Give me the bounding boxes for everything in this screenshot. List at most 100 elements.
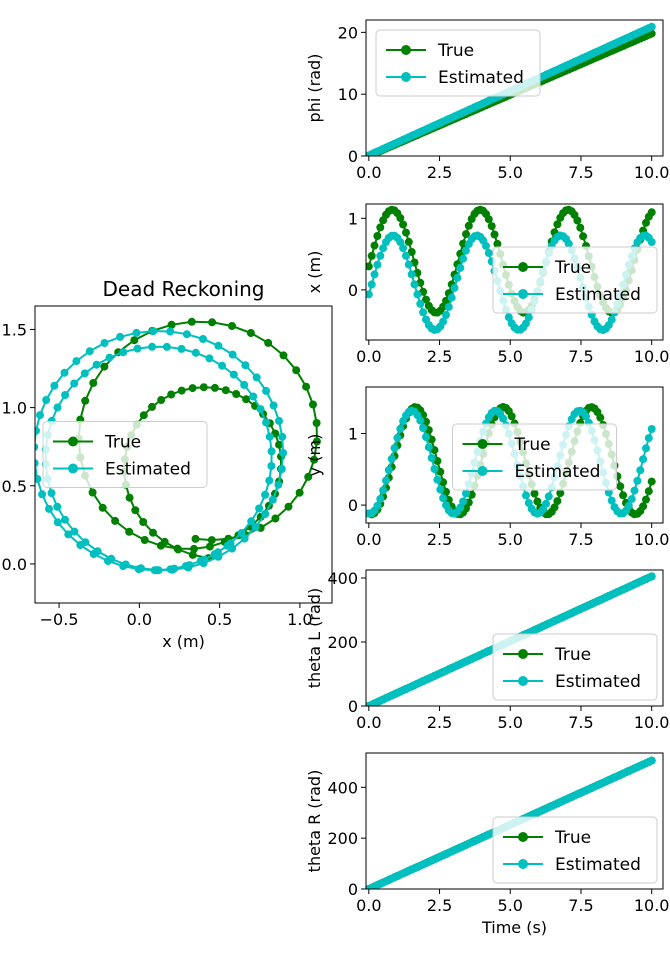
y-tick-label: 1 bbox=[348, 425, 358, 444]
data-point bbox=[312, 419, 321, 427]
x-tick-label: 10.0 bbox=[634, 347, 670, 366]
data-point bbox=[564, 239, 573, 248]
x-tick-label: 0.0 bbox=[356, 530, 381, 549]
data-point bbox=[422, 433, 430, 441]
data-point bbox=[177, 344, 186, 353]
y-tick-label: 0.0 bbox=[2, 555, 27, 574]
y-axis-label: y (m) bbox=[305, 434, 324, 477]
data-point bbox=[633, 476, 642, 485]
data-point bbox=[464, 221, 473, 230]
y-tick-label: 1 bbox=[348, 209, 358, 228]
data-point bbox=[88, 488, 97, 497]
legend-marker bbox=[518, 676, 528, 686]
data-point bbox=[624, 501, 633, 510]
data-point bbox=[133, 344, 142, 353]
axes-frame bbox=[365, 569, 664, 707]
y-axis-label: theta L (rad) bbox=[305, 588, 324, 688]
data-point bbox=[89, 550, 98, 558]
x-tick-label: 7.5 bbox=[568, 530, 593, 549]
x-tick-label: 5.0 bbox=[498, 713, 523, 732]
data-point bbox=[61, 515, 69, 524]
data-point bbox=[312, 437, 321, 446]
y-tick-label: 1.5 bbox=[2, 320, 27, 339]
data-point bbox=[407, 248, 416, 256]
legend: True Estimated bbox=[42, 421, 208, 488]
data-point bbox=[453, 273, 462, 282]
data-point bbox=[174, 545, 183, 554]
data-point bbox=[188, 384, 197, 393]
legend-marker bbox=[68, 436, 78, 447]
data-point bbox=[100, 362, 109, 371]
x-axis-label: x (m) bbox=[162, 632, 205, 651]
data-point bbox=[35, 426, 40, 435]
data-point bbox=[553, 220, 562, 229]
data-point bbox=[430, 465, 439, 473]
legend: True Estimated bbox=[375, 29, 541, 97]
data-point bbox=[396, 238, 405, 247]
x-tick-label: 0.0 bbox=[356, 347, 381, 366]
series-line-1 bbox=[35, 330, 285, 572]
x-axis-label: Time (s) bbox=[481, 918, 547, 937]
data-point bbox=[35, 443, 39, 451]
data-point bbox=[38, 490, 47, 499]
data-point bbox=[310, 455, 319, 464]
x-tick-label: 0.0 bbox=[127, 610, 152, 629]
data-point bbox=[533, 497, 542, 506]
data-point bbox=[177, 386, 186, 395]
data-point bbox=[190, 544, 198, 553]
data-point bbox=[419, 308, 428, 317]
data-point bbox=[182, 330, 191, 339]
data-point bbox=[196, 557, 205, 566]
data-point bbox=[119, 562, 128, 571]
y-tick-label: 200 bbox=[327, 829, 358, 848]
data-point bbox=[442, 311, 450, 319]
data-point bbox=[484, 249, 493, 257]
data-point bbox=[379, 244, 388, 253]
data-point bbox=[579, 232, 588, 241]
x-tick-label: 2.5 bbox=[427, 713, 452, 732]
data-point bbox=[459, 497, 468, 506]
data-point bbox=[271, 514, 280, 523]
legend-box bbox=[452, 423, 617, 491]
x-tick-label: 7.5 bbox=[568, 713, 593, 732]
y-tick-label: 0 bbox=[348, 281, 358, 300]
legend-box bbox=[42, 421, 208, 488]
data-point bbox=[459, 254, 468, 263]
data-point bbox=[607, 496, 616, 505]
legend: True Estimated bbox=[492, 246, 658, 314]
data-point bbox=[36, 411, 44, 420]
data-point bbox=[542, 499, 550, 508]
data-point bbox=[490, 230, 499, 239]
data-point bbox=[81, 396, 90, 405]
data-point bbox=[456, 503, 465, 512]
data-point bbox=[148, 342, 157, 351]
y-tick-label: 0 bbox=[348, 147, 358, 166]
y-tick-label: 0.5 bbox=[2, 477, 27, 496]
legend-marker bbox=[518, 832, 528, 842]
data-point bbox=[131, 506, 140, 515]
data-point bbox=[370, 270, 379, 279]
data-point bbox=[199, 383, 208, 392]
x-tick-label: 10.0 bbox=[634, 530, 670, 549]
data-point bbox=[267, 447, 276, 456]
legend-label: Estimated bbox=[438, 68, 524, 88]
data-point bbox=[61, 391, 70, 399]
data-point bbox=[642, 218, 650, 227]
data-point bbox=[647, 756, 656, 765]
data-point bbox=[53, 502, 62, 511]
data-point bbox=[207, 536, 216, 545]
data-point bbox=[134, 565, 143, 574]
data-point bbox=[439, 317, 448, 326]
data-point bbox=[550, 503, 559, 512]
data-point bbox=[261, 490, 270, 499]
data-point bbox=[636, 466, 645, 475]
data-point bbox=[85, 347, 94, 356]
chart-title: Dead Reckoning bbox=[102, 277, 264, 301]
data-point bbox=[439, 302, 448, 311]
x-tick-label: 7.5 bbox=[568, 896, 593, 915]
x-tick-label: 0.0 bbox=[356, 896, 381, 915]
data-point bbox=[399, 220, 408, 229]
data-point bbox=[647, 208, 656, 217]
axes-frame bbox=[365, 752, 664, 890]
data-point bbox=[221, 386, 230, 395]
